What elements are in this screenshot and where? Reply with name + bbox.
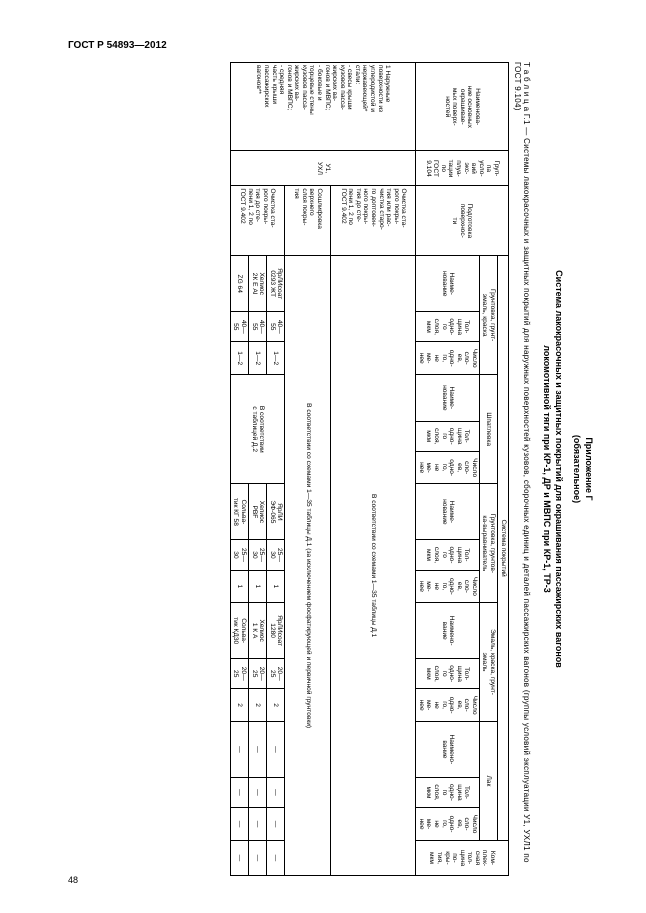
h-system: Система покрытий <box>498 256 509 841</box>
page-number: 48 <box>68 875 78 885</box>
c: Хелиос2К Е АI <box>248 256 266 312</box>
h-s: Числосло-ев,одно-го,неме-нее <box>416 570 480 603</box>
c: ЯрЛИсоат0293 ЖТ <box>267 256 285 312</box>
row-prep1: Очистка ста-рого покры-тия или рас-чистк… <box>331 186 416 256</box>
doc-header: ГОСТ Р 54893—2012 <box>68 40 594 51</box>
h-g4: Эмаль, краска, грунт-эмаль <box>479 603 497 722</box>
h-g3: Грунтовка, грунтов-ка-выравниватель <box>479 484 497 603</box>
main-table: Наименова-ние основныхокрашивае-мых пове… <box>230 62 509 876</box>
c: — <box>230 721 248 777</box>
h-s: Числосло-ев,одно-го,неме-нее <box>416 808 480 841</box>
c: ЯрЛИЭФ-065 <box>267 484 285 540</box>
row-grp: У1,УХЛ <box>230 151 415 186</box>
h-s: Тол-щинаодно-гослоя,мкм <box>416 421 480 451</box>
annex-sub: (обязательное) <box>572 62 582 876</box>
c: — <box>230 808 248 841</box>
h-s: Числосло-ев,одно-го,неме-нее <box>416 689 480 722</box>
c: 20—25 <box>230 659 248 689</box>
c: — <box>248 721 266 777</box>
h-complex: Ком-плек-снаятол-щинапо-кры-тия,мкм <box>416 840 508 875</box>
row-body2: В соответствии со схемами 1—35 таблицы Д… <box>285 256 331 876</box>
c: 2 <box>230 689 248 722</box>
c: 25—30 <box>267 540 285 570</box>
c: — <box>267 808 285 841</box>
c: ХелиосPBF <box>248 484 266 540</box>
c: — <box>248 777 266 807</box>
c: — <box>267 777 285 807</box>
h-s: Тол-щинаодно-гослоя,мкм <box>416 312 480 342</box>
c: 40—55 <box>230 312 248 342</box>
table-caption: Т а б л и ц а Г.1 — Системы лакокрасочны… <box>513 62 531 876</box>
h-s: Тол-щинаодно-гослоя,мкм <box>416 659 480 689</box>
c: ZG 64 <box>230 256 248 312</box>
c: 25—30 <box>230 540 248 570</box>
row-prep3: Очистка ста-рого покры-тия до сте-пени 1… <box>230 186 284 256</box>
c: 2 <box>267 689 285 722</box>
h-s: Наимено-вание <box>416 721 480 777</box>
c: В соответствиис таблицей Д.2 <box>230 375 284 484</box>
h-g2: Шпатлевка <box>479 375 497 484</box>
h-s: Наимено-вание <box>416 603 480 659</box>
h-prep: Подготовкаповерхнос-ти <box>416 186 508 256</box>
c: — <box>230 777 248 807</box>
c: 1—2 <box>267 342 285 375</box>
c: Хелиос1 К А <box>248 603 266 659</box>
system-title-l1: Система лакокрасочных и защитных покрыти… <box>554 270 564 668</box>
c: — <box>248 808 266 841</box>
c: 1—2 <box>230 342 248 375</box>
h-g5: Лак <box>479 721 497 840</box>
c: Сольва-тик КГ 58 <box>230 484 248 540</box>
h-s: Наиме-нование <box>416 256 480 312</box>
h-s: Числосло-ев,одно-го,неме-нее <box>416 342 480 375</box>
c: 40—55 <box>267 312 285 342</box>
c: 1 <box>248 570 266 603</box>
c: — <box>248 840 266 875</box>
h-s: Числосло-ев,одно-го,неме-нее <box>416 451 480 484</box>
c: 1—2 <box>248 342 266 375</box>
row-body1: В соответствии со схемами 1—35 таблицы Д… <box>331 256 416 876</box>
h-name: Наименова-ние основныхокрашивае-мых пове… <box>416 63 508 151</box>
c: 1 <box>267 570 285 603</box>
system-title: Система лакокрасочных и защитных покрыти… <box>541 62 564 876</box>
c: 2 <box>248 689 266 722</box>
h-s: Наиме-нование <box>416 484 480 540</box>
c: — <box>267 721 285 777</box>
c: 40—55 <box>248 312 266 342</box>
system-title-l2: локомотивной тяги при КР-1, ДР и МВПС пр… <box>542 345 552 592</box>
row-name: 1 Наружныеповерхности изуглеродистой ине… <box>230 63 415 151</box>
h-g1: Грунтовка, грунт-эмаль, краска <box>479 256 497 375</box>
row-prep2: Сошлифовкаверхнегослоя покры-тия <box>285 186 331 256</box>
h-s: Наиме-нование <box>416 375 480 422</box>
c: — <box>267 840 285 875</box>
c: 1 <box>230 570 248 603</box>
h-s: Тол-щинаодно-гослоя,мкм <box>416 540 480 570</box>
c: 25—30 <box>248 540 266 570</box>
c: 20—25 <box>248 659 266 689</box>
annex-title: Приложение Г <box>584 62 594 876</box>
c: 20—25 <box>267 659 285 689</box>
c: — <box>230 840 248 875</box>
h-s: Тол-щинаодно-гослоя,мкм <box>416 777 480 807</box>
c: Сольва-тик КД30 <box>230 603 248 659</box>
c: ЯрЛИсоат1280 <box>267 603 285 659</box>
h-group: Груп-паусло-вийэкс-плуа-тациипоГОСТ9.104 <box>416 151 508 186</box>
